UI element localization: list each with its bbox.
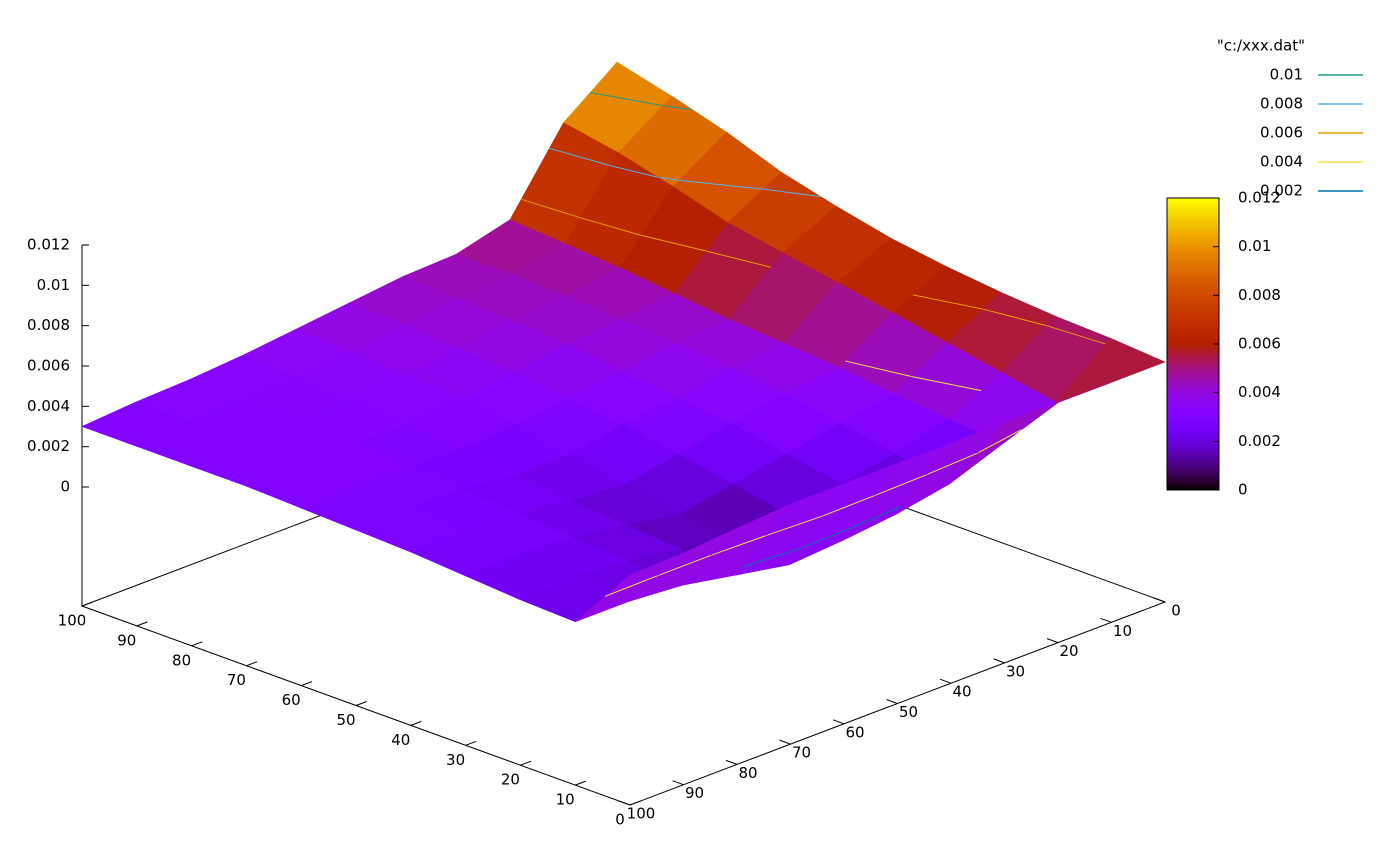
y-tick (618, 800, 631, 806)
x-tick-label: 30 (446, 751, 465, 769)
x-tick-label: 10 (556, 791, 575, 809)
x-tick-label: 90 (117, 631, 136, 649)
x-tick (355, 701, 367, 706)
contour-line (911, 375, 982, 392)
x-tick (81, 601, 93, 607)
colorbar-tick-label: 0.012 (1238, 189, 1281, 207)
contour-line (982, 308, 1047, 327)
legend-label: 0.008 (1260, 95, 1303, 113)
y-tick (886, 699, 898, 704)
colorbar-tick-label: 0.008 (1238, 286, 1281, 304)
contour-line (579, 217, 642, 236)
y-tick (672, 780, 684, 786)
x-tick (301, 681, 313, 687)
colorbar-tick-label: 0.002 (1238, 432, 1281, 450)
y-tick (1100, 617, 1112, 623)
legend-title: "c:/xxx.dat" (1217, 37, 1305, 55)
x-tick-label: 50 (336, 711, 355, 729)
contour-line (912, 294, 983, 310)
x-tick (465, 740, 477, 746)
colorbar-tick-label: 0.01 (1238, 237, 1271, 255)
contour-line (741, 548, 801, 568)
x-tick (191, 641, 203, 647)
x-tick-label: 100 (58, 612, 87, 630)
y-tick (1153, 597, 1166, 603)
y-tick-label: 50 (899, 703, 918, 721)
contour-line (590, 91, 663, 107)
x-tick (246, 661, 258, 667)
contour-line (821, 495, 875, 517)
legend-label: 0.006 (1260, 124, 1303, 142)
x-tick-label: 70 (227, 671, 246, 689)
legend-label: 0.004 (1260, 153, 1303, 171)
y-tick-label: 20 (1059, 642, 1078, 660)
y-tick-label: 90 (685, 784, 704, 802)
contour-line (799, 527, 853, 550)
colorbar-tick-label: 0.004 (1238, 383, 1281, 401)
contour-line (549, 147, 611, 167)
z-tick-label: 0.012 (27, 236, 70, 254)
x-tick-label: 0 (615, 811, 625, 829)
z-tick-label: 0.01 (37, 276, 70, 294)
contour-line (610, 165, 658, 178)
contour-line (640, 234, 707, 252)
contour-line (763, 188, 821, 198)
contour-line (657, 176, 680, 181)
y-tick-label: 0 (1171, 602, 1181, 620)
contour-line (1046, 325, 1106, 345)
colorbar-tick-label: 0.006 (1238, 335, 1281, 353)
contour-line (926, 452, 978, 476)
colorbar (1166, 197, 1220, 491)
contour-line (765, 515, 823, 537)
contour-line (710, 535, 767, 556)
y-tick (779, 739, 791, 745)
y-tick-label: 10 (1113, 622, 1132, 640)
x-tick (629, 800, 641, 806)
colorbar-tick-label: 0 (1238, 481, 1248, 499)
y-tick-label: 60 (845, 723, 864, 741)
z-tick-label: 0.006 (27, 357, 70, 375)
y-tick (1046, 638, 1059, 644)
z-tick-label: 0 (60, 478, 70, 496)
legend-label: 0.01 (1270, 66, 1303, 84)
contour-line (662, 105, 693, 111)
overlay-layer: "c:/xxx.dat" 0 0.002 0.004 0.006 0.008 0.01 0.… (27, 37, 1363, 829)
contour-line (521, 198, 581, 219)
contour-line (706, 250, 772, 268)
y-tick-label: 30 (1006, 662, 1025, 680)
y-tick-label: 80 (738, 764, 757, 782)
y-tick (832, 719, 845, 725)
legend-label: 0.002 (1260, 182, 1303, 200)
y-tick-label: 100 (627, 805, 656, 823)
contour-line (976, 429, 1022, 454)
y-tick-label: 40 (952, 683, 971, 701)
x-tick (410, 720, 422, 726)
x-tick (575, 780, 587, 786)
contour-line (679, 179, 764, 190)
x-tick (520, 760, 532, 766)
contour-line (604, 575, 658, 597)
surface-layer (81, 61, 1166, 623)
x-tick-label: 60 (282, 691, 301, 709)
z-tick-label: 0.004 (27, 397, 70, 415)
y-tick (993, 658, 1005, 664)
contour-line (657, 554, 712, 577)
y-tick (725, 759, 738, 765)
contour-line (851, 505, 903, 529)
z-tick-label: 0.002 (27, 437, 70, 455)
x-tick-label: 20 (501, 771, 520, 789)
y-tick-label: 70 (792, 744, 811, 762)
x-tick (136, 621, 148, 627)
x-tick-label: 80 (172, 651, 191, 669)
contour-line (874, 474, 927, 497)
x-tick-label: 40 (391, 731, 410, 749)
z-tick-label: 0.008 (27, 316, 70, 334)
y-tick (939, 678, 952, 684)
contour-line (844, 360, 912, 377)
